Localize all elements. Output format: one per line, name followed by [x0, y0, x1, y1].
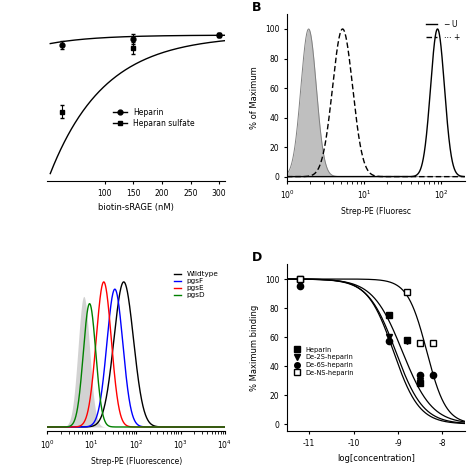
pgsD — [184, 424, 190, 430]
pgsE — [54, 424, 59, 430]
pgsF — [222, 424, 228, 430]
pgsD — [217, 424, 223, 430]
pgsE — [45, 424, 50, 430]
pgsD — [126, 424, 132, 430]
pgsF — [54, 424, 59, 430]
Y-axis label: % Maximum binding: % Maximum binding — [250, 305, 259, 391]
Text: B: B — [252, 1, 261, 14]
Wildtype — [217, 424, 223, 430]
pgsE — [217, 424, 223, 430]
Wildtype — [184, 424, 190, 430]
pgsF — [126, 396, 132, 401]
Legend: Heparin, Heparan sulfate: Heparin, Heparan sulfate — [110, 104, 198, 131]
pgsE — [217, 424, 223, 430]
pgsE — [101, 279, 107, 285]
pgsE — [222, 424, 228, 430]
pgsD — [87, 301, 92, 307]
pgsF — [45, 424, 50, 430]
Legend: Wildtype, pgsF, pgsE, pgsD: Wildtype, pgsF, pgsE, pgsD — [171, 268, 221, 301]
pgsF — [184, 424, 190, 430]
pgsD — [131, 424, 137, 430]
pgsF — [217, 424, 223, 430]
Y-axis label: % of Maximum: % of Maximum — [250, 66, 259, 129]
Wildtype — [45, 424, 50, 430]
Line: Wildtype: Wildtype — [47, 282, 225, 427]
pgsD — [217, 424, 223, 430]
Text: D: D — [252, 251, 262, 264]
Wildtype — [126, 300, 132, 305]
Line: pgsD: pgsD — [47, 304, 225, 427]
X-axis label: Strep-PE (Fluorescence): Strep-PE (Fluorescence) — [91, 457, 182, 466]
pgsD — [54, 424, 59, 430]
pgsD — [222, 424, 228, 430]
Wildtype — [121, 279, 127, 285]
pgsE — [131, 424, 137, 430]
pgsF — [112, 286, 118, 292]
Line: pgsE: pgsE — [47, 282, 225, 427]
X-axis label: log[concentration]: log[concentration] — [337, 454, 415, 463]
pgsF — [217, 424, 223, 430]
pgsE — [184, 424, 190, 430]
Wildtype — [217, 424, 223, 430]
Legend: Heparin, De-2S-heparin, De-6S-heparin, De-NS-heparin: Heparin, De-2S-heparin, De-6S-heparin, D… — [292, 344, 356, 378]
Wildtype — [131, 339, 137, 345]
X-axis label: Strep-PE (Fluoresc: Strep-PE (Fluoresc — [341, 207, 411, 216]
Wildtype — [54, 424, 59, 430]
pgsE — [126, 424, 132, 429]
pgsF — [131, 416, 137, 421]
pgsD — [45, 424, 50, 430]
X-axis label: biotin-sRAGE (nM): biotin-sRAGE (nM) — [98, 203, 174, 212]
Wildtype — [222, 424, 228, 430]
Legend: $-$ U, $\cdots$ +: $-$ U, $\cdots$ + — [426, 18, 461, 42]
Line: pgsF: pgsF — [47, 289, 225, 427]
